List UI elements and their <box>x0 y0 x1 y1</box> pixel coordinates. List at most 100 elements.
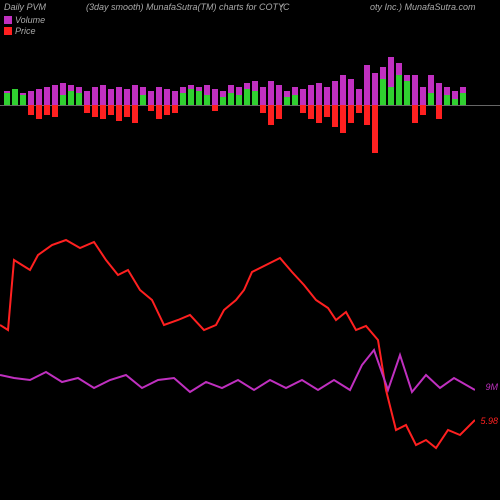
volume-bar <box>84 91 90 105</box>
volume-bar <box>164 89 170 105</box>
volume-bar <box>324 87 330 105</box>
bar-column <box>20 40 26 180</box>
bar-column <box>60 40 66 180</box>
down-bar <box>84 105 90 113</box>
bar-column <box>52 40 58 180</box>
bar-column <box>100 40 106 180</box>
bar-column <box>316 40 322 180</box>
bar-column <box>396 40 402 180</box>
bar-column <box>228 40 234 180</box>
volume-bar <box>436 83 442 105</box>
volume-bar <box>28 91 34 105</box>
down-bar <box>148 105 154 111</box>
legend-item: Volume <box>4 14 45 25</box>
volume-bar <box>372 73 378 105</box>
bar-column <box>276 40 282 180</box>
up-bar <box>284 97 290 105</box>
up-bar <box>428 93 434 105</box>
volume-bar <box>340 75 346 105</box>
header-mid: (3day smooth) MunafaSutra(TM) charts for… <box>86 2 284 12</box>
up-bar <box>12 89 18 105</box>
volume-bar <box>156 87 162 105</box>
volume-bar <box>124 89 130 105</box>
bar-column <box>92 40 98 180</box>
price-line <box>0 240 475 448</box>
bar-column <box>156 40 162 180</box>
down-bar <box>316 105 322 123</box>
bar-column <box>172 40 178 180</box>
volume-bar <box>172 91 178 105</box>
legend: VolumePrice <box>4 14 45 36</box>
bar-column <box>164 40 170 180</box>
down-bar <box>260 105 266 113</box>
bar-column <box>188 40 194 180</box>
down-bar <box>44 105 50 115</box>
volume-bar <box>212 89 218 105</box>
down-bar <box>356 105 362 113</box>
down-bar <box>52 105 58 117</box>
bar-column <box>300 40 306 180</box>
bar-column <box>220 40 226 180</box>
legend-label: Price <box>15 26 36 36</box>
down-bar <box>132 105 138 123</box>
bar-column <box>44 40 50 180</box>
volume-bar <box>364 65 370 105</box>
volume-bar <box>92 87 98 105</box>
volume-bar <box>44 87 50 105</box>
volume-bar <box>412 75 418 105</box>
legend-swatch <box>4 16 12 24</box>
bar-column <box>180 40 186 180</box>
bar-column <box>148 40 154 180</box>
up-bar <box>460 93 466 105</box>
down-bar <box>340 105 346 133</box>
down-bar <box>172 105 178 113</box>
axis-value-label: 9M <box>485 382 498 392</box>
bar-column <box>236 40 242 180</box>
up-bar <box>60 95 66 105</box>
bar-column <box>388 40 394 180</box>
bar-column <box>356 40 362 180</box>
volume-bar <box>348 79 354 105</box>
bar-column <box>412 40 418 180</box>
bar-column <box>244 40 250 180</box>
volume-bar <box>308 85 314 105</box>
volume-price-bar-panel <box>0 40 475 180</box>
bar-column <box>252 40 258 180</box>
bar-column <box>108 40 114 180</box>
bar-column <box>204 40 210 180</box>
bar-column <box>212 40 218 180</box>
down-bar <box>212 105 218 111</box>
line-chart-panel <box>0 230 475 490</box>
bar-column <box>340 40 346 180</box>
legend-item: Price <box>4 25 45 36</box>
volume-bar <box>148 91 154 105</box>
down-bar <box>300 105 306 113</box>
down-bar <box>412 105 418 123</box>
up-bar <box>76 93 82 105</box>
volume-bar <box>260 87 266 105</box>
up-bar <box>236 95 242 105</box>
bar-column <box>124 40 130 180</box>
down-bar <box>100 105 106 119</box>
bar-column <box>284 40 290 180</box>
chart-header: Daily PVM (3day smooth) MunafaSutra(TM) … <box>0 2 500 16</box>
bar-column <box>444 40 450 180</box>
down-bar <box>308 105 314 119</box>
down-bar <box>348 105 354 123</box>
up-bar <box>68 91 74 105</box>
down-bar <box>324 105 330 117</box>
bar-column <box>268 40 274 180</box>
volume-bar <box>36 89 42 105</box>
bar-column <box>308 40 314 180</box>
volume-bar <box>356 89 362 105</box>
volume-bar <box>132 85 138 105</box>
up-bar <box>396 75 402 105</box>
bar-column <box>372 40 378 180</box>
volume-bar <box>300 89 306 105</box>
bar-column <box>364 40 370 180</box>
up-bar <box>188 89 194 105</box>
volume-bar <box>316 83 322 105</box>
bar-column <box>196 40 202 180</box>
bar-column <box>28 40 34 180</box>
volume-bar <box>420 87 426 105</box>
